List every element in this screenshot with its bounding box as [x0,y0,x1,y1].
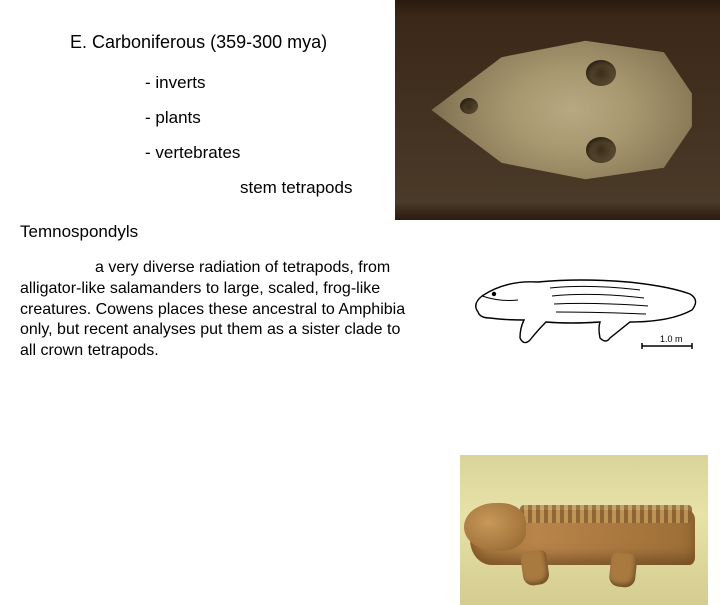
paragraph-temnospondyls: a very diverse radiation of tetrapods, f… [20,258,420,362]
skeleton-forelimb [520,549,550,586]
period-heading: E. Carboniferous (359-300 mya) [70,32,327,53]
bullet-plants: - plants [145,108,201,128]
skeleton-spine [520,505,692,523]
naris-icon [460,98,478,114]
orbit-icon [586,137,616,163]
skull-outline [418,28,698,193]
image-eryops-sketch: 1.0 m [460,260,708,355]
image-fossil-skull [395,0,720,220]
subheading-stem-tetrapods: stem tetrapods [240,178,352,198]
skeleton-hindlimb [608,552,637,589]
skeleton-skull [464,503,526,551]
sketch-svg: 1.0 m [460,260,708,355]
section-title-temnospondyls: Temnospondyls [20,222,138,242]
orbit-icon [586,60,616,86]
bullet-vertebrates: - vertebrates [145,143,240,163]
skull-background [395,0,720,220]
bullet-inverts: - inverts [145,73,205,93]
sketch-eye-icon [492,292,496,296]
image-skeleton-mount [460,455,708,605]
scale-bar-label: 1.0 m [660,334,683,344]
